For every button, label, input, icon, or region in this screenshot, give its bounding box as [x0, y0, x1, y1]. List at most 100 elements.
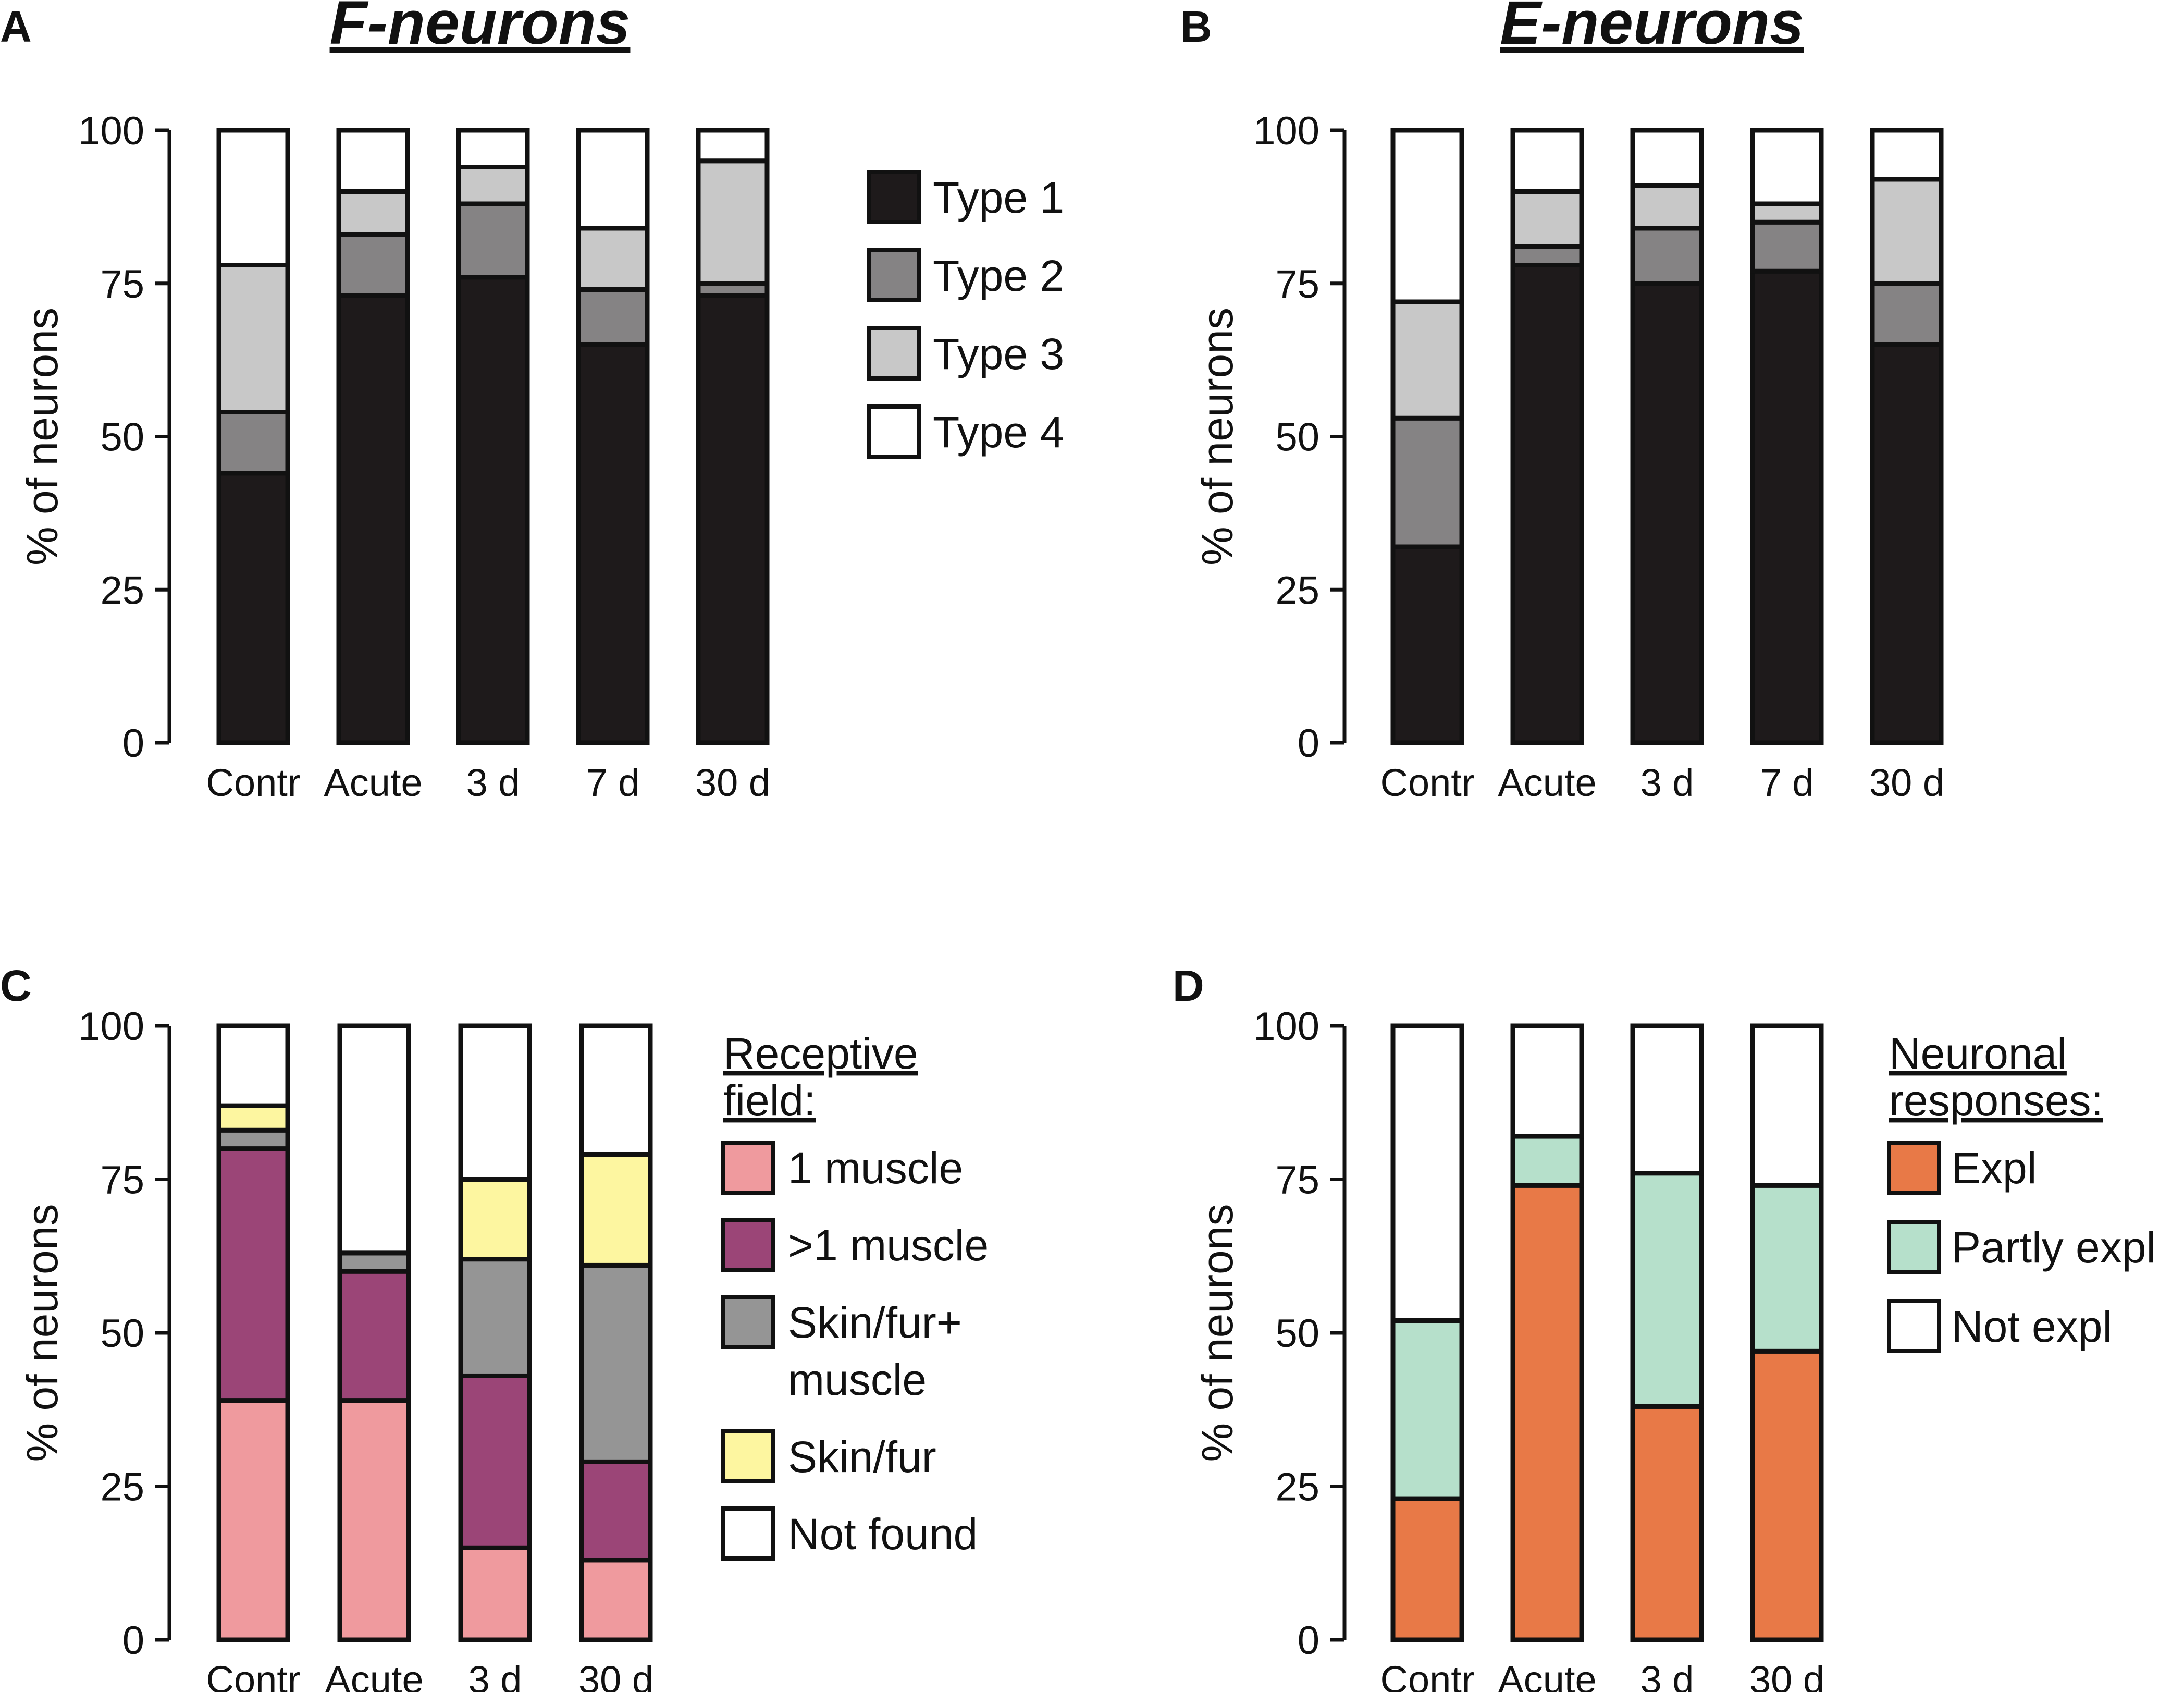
panel-a-legend: Type 1 Type 2 Type 3 Type 4 — [867, 170, 1064, 459]
panel-a-bar-7-d-type-4 — [576, 128, 650, 231]
panel-a-bar-acute-type-3 — [336, 189, 410, 237]
panel-d-y-tick-label: 100 — [1253, 1004, 1319, 1049]
panel-d-bar-contr-partly-expl — [1390, 1318, 1464, 1501]
panel-d: D 0 25 50 75 100 % of neurons Contr Acute 3 d 30 … — [1173, 961, 2156, 1692]
panel-a-legend-swatch-type-1 — [867, 170, 921, 224]
panel-b-plot: 0 25 50 75 100 % of neurons Contr Acute 3 d 7 d 30… — [1193, 109, 1944, 804]
panel-d-y-tick-label: 25 — [1275, 1465, 1319, 1510]
panel-a-bar-3-d-type-2 — [456, 201, 530, 280]
panel-b-title: E-neurons — [1500, 0, 1804, 57]
panel-c-bar-contr-not-found — [216, 1023, 290, 1108]
panel-b-bar-acute-type-4 — [1510, 128, 1584, 194]
panel-b-bar-acute-type-1 — [1510, 263, 1584, 745]
panel-a-legend-label: Type 1 — [933, 173, 1064, 222]
panel-a-legend-swatch-type-3 — [867, 326, 921, 381]
panel-d-y-axis-title: % of neurons — [1193, 1204, 1242, 1462]
panel-d-x-tick-label: Contr — [1380, 1658, 1475, 1692]
panel-a-bar-contr-type-4 — [216, 128, 290, 267]
panel-d-legend-label: Not expl — [1952, 1302, 2112, 1351]
panel-b-bar-7-d-type-1 — [1750, 268, 1824, 745]
panel-a-bar-7-d-type-1 — [576, 342, 650, 745]
panel-b-y-tick-label: 75 — [1275, 262, 1319, 306]
panel-a-bar-contr-type-3 — [216, 263, 290, 414]
panel-b-y-tick-label: 25 — [1275, 568, 1319, 612]
panel-b-bar-acute-type-3 — [1510, 189, 1584, 249]
panel-a-bar-contr-type-2 — [216, 410, 290, 476]
panel-a-bar-30-d-type-3 — [696, 158, 770, 286]
panel-d-legend-title: responses: — [1889, 1076, 2103, 1125]
panel-b-x-tick-label: Acute — [1498, 761, 1596, 804]
panel-d-bar-contr-not-expl — [1390, 1023, 1464, 1323]
panel-c-y-tick-label: 50 — [100, 1311, 144, 1356]
panel-a-bar-7-d-type-2 — [576, 287, 650, 347]
panel-a-bar-3-d-type-4 — [456, 128, 530, 169]
panel-a: A F-neurons 0 25 50 75 100 % of neurons Contr A… — [0, 0, 1064, 804]
panel-d-legend-label: Expl — [1952, 1144, 2037, 1193]
panel-c-legend-label: Not found — [788, 1510, 978, 1559]
panel-d-legend-swatch-partly-expl — [1887, 1220, 1941, 1274]
panel-c-bar-acute-1-muscle — [337, 1269, 411, 1403]
panel-c-plot: 0 25 50 75 100 % of neurons Contr Acute 3 d 30 d — [18, 1004, 653, 1692]
panel-a-y-axis-title: % of neurons — [18, 308, 67, 566]
panel-c-legend-title: field: — [723, 1076, 816, 1125]
panel-b-bar-3-d-type-1 — [1630, 281, 1704, 745]
panel-a-x-tick-label: Contr — [206, 761, 301, 804]
panel-c-bar-30-d-skin-fur-muscle — [579, 1262, 653, 1464]
panel-c-legend-label: muscle — [788, 1355, 927, 1404]
panel-d-x-tick-label: Acute — [1498, 1658, 1596, 1692]
panel-label-c: C — [0, 961, 32, 1010]
panel-b-bar-30-d-type-1 — [1870, 342, 1944, 745]
panel-b-bar-7-d-type-2 — [1750, 219, 1824, 274]
panel-a-x-tick-label: Acute — [324, 761, 422, 804]
panel-b-bar-3-d-type-4 — [1630, 128, 1704, 188]
panel-d-legend-swatch-expl — [1887, 1141, 1941, 1195]
panel-a-bar-30-d-type-4 — [696, 128, 770, 164]
panel-c-legend-title: Receptive — [723, 1029, 918, 1078]
panel-c-bar-contr-1-muscle — [216, 1146, 290, 1403]
panel-d-legend-title: Neuronal — [1889, 1029, 2067, 1078]
panel-c-x-tick-label: 3 d — [468, 1658, 522, 1692]
panel-d-legend-label: Partly expl — [1952, 1223, 2156, 1272]
panel-c-bar-30-d-1-muscle — [579, 1558, 653, 1642]
panel-a-bar-contr-type-1 — [216, 471, 290, 745]
panel-c-bar-30-d-skin-fur — [579, 1152, 653, 1268]
panel-c-legend-swatch-not-found — [721, 1506, 775, 1561]
panel-label-b: B — [1180, 2, 1212, 51]
panel-b-bar-3-d-type-2 — [1630, 226, 1704, 286]
panel-b-bar-contr-type-4 — [1390, 128, 1464, 304]
panel-a-legend-swatch-type-4 — [867, 404, 921, 459]
panel-b-bar-acute-type-2 — [1510, 244, 1584, 267]
panel-d-y-tick-label: 50 — [1275, 1311, 1319, 1356]
panel-b-bar-3-d-type-3 — [1630, 183, 1704, 231]
panel-a-title: F-neurons — [330, 0, 631, 57]
panel-b-y-tick-label: 0 — [1298, 721, 1319, 766]
panel-b-x-tick-label: Contr — [1380, 761, 1475, 804]
panel-b-bar-30-d-type-4 — [1870, 128, 1944, 182]
panel-b-x-tick-label: 30 d — [1869, 761, 1944, 804]
panel-c: C 0 25 50 75 100 % of neurons Contr Acute 3 d 30 … — [0, 961, 989, 1692]
panel-c-bar-acute-skin-fur-muscle — [337, 1250, 411, 1274]
panel-b-x-tick-label: 3 d — [1640, 761, 1694, 804]
panel-b-bar-30-d-type-3 — [1870, 177, 1944, 286]
panel-b-bar-7-d-type-4 — [1750, 128, 1824, 206]
panel-d-plot: 0 25 50 75 100 % of neurons Contr Acute 3 d 30 d — [1193, 1004, 1824, 1692]
panel-c-x-tick-label: Acute — [325, 1658, 423, 1692]
panel-d-x-tick-label: 30 d — [1749, 1658, 1824, 1692]
panel-d-x-tick-label: 3 d — [1640, 1658, 1694, 1692]
panel-d-bar-3-d-not-expl — [1630, 1023, 1704, 1176]
panel-d-bar-3-d-partly-expl — [1630, 1171, 1704, 1409]
panel-c-bar-3-d-1-muscle — [458, 1545, 532, 1642]
panel-a-legend-swatch-type-2 — [867, 248, 921, 302]
panel-d-bar-30-d-partly-expl — [1750, 1183, 1824, 1354]
panel-c-legend-label: 1 muscle — [788, 1144, 963, 1193]
panel-c-bar-30-d-1-muscle — [579, 1459, 653, 1563]
panel-a-y-tick-label: 75 — [100, 262, 144, 306]
panel-label-a: A — [0, 2, 32, 51]
panel-c-legend-label: Skin/fur — [788, 1432, 936, 1481]
panel-b-y-tick-label: 100 — [1253, 109, 1319, 153]
panel-c-legend-swatch-1-muscle — [721, 1141, 775, 1195]
panel-a-bar-3-d-type-1 — [456, 275, 530, 745]
panel-a-bar-acute-type-4 — [336, 128, 410, 194]
